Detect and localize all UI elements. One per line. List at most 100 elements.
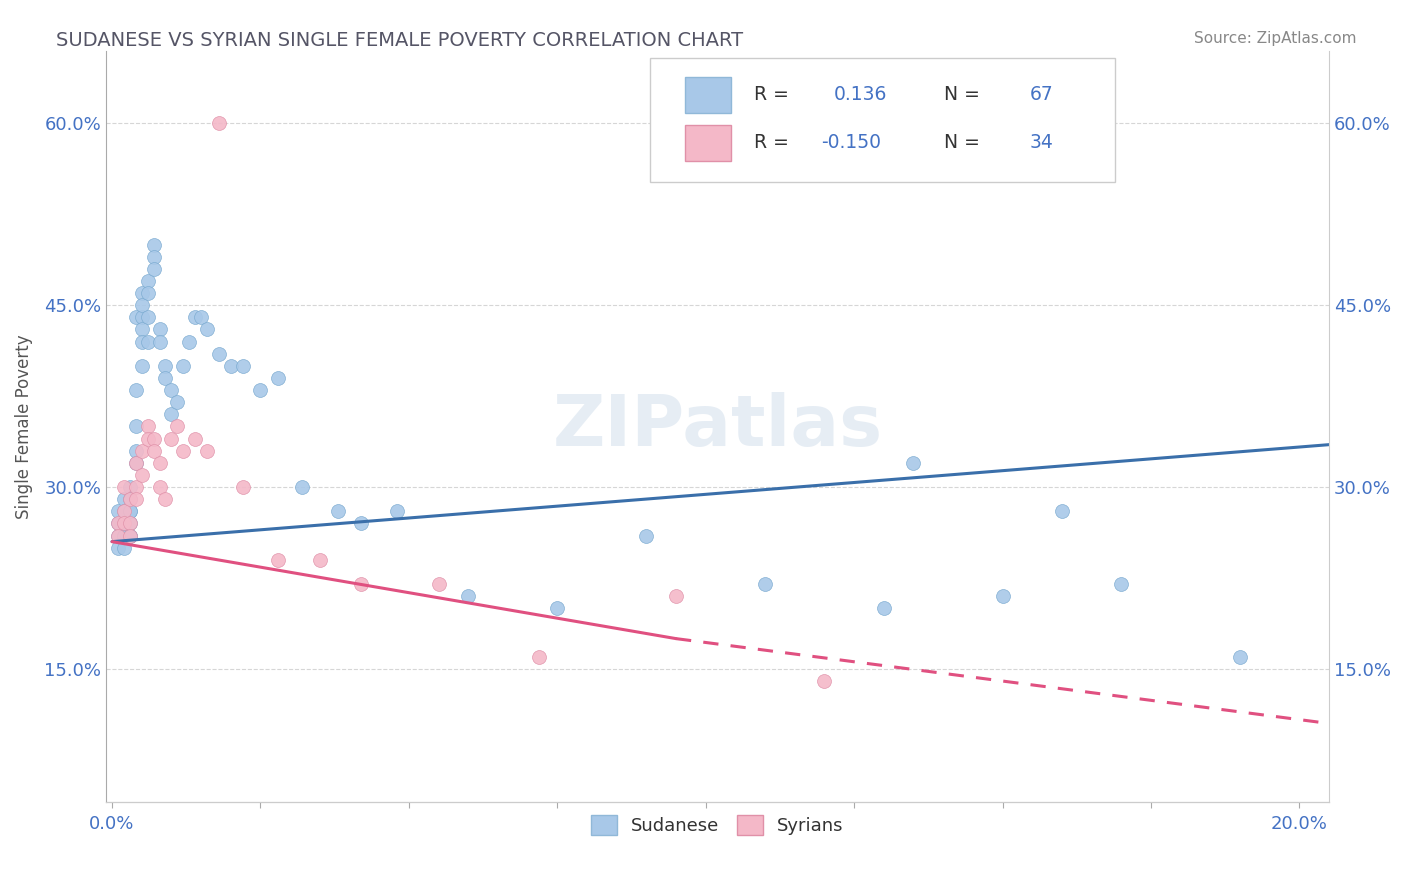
Point [118,528,141,542]
Point [326,504,349,518]
Point [107,528,129,542]
Point [195,443,218,458]
Point [155,492,177,507]
Point [148,334,170,349]
Point [160,432,183,446]
Point [112,504,135,518]
Point [118,528,141,542]
Point [112,541,135,555]
Point [125,443,148,458]
Point [142,443,165,458]
Bar [685,125,731,161]
Point [107,504,129,518]
Point [107,541,129,555]
Point [112,528,135,542]
Text: ZIPatlas: ZIPatlas [553,392,883,461]
Y-axis label: Single Female Poverty: Single Female Poverty [15,334,32,519]
Point [118,516,141,531]
Point [291,480,314,494]
Point [125,492,148,507]
Point [112,528,135,542]
FancyBboxPatch shape [651,58,1115,182]
Point [142,261,165,276]
Point [131,443,153,458]
Point [208,116,231,130]
Text: N =: N = [943,133,980,152]
Point [172,359,194,373]
Point [118,504,141,518]
Point [166,419,188,434]
Text: 34: 34 [1029,133,1053,152]
Point [118,480,141,494]
Text: N =: N = [943,85,980,103]
Point [131,334,153,349]
Point [112,492,135,507]
Point [131,322,153,336]
Point [136,334,159,349]
Point [350,577,373,591]
Point [142,237,165,252]
Point [136,310,159,325]
Point [125,419,148,434]
Point [457,589,479,603]
Text: SUDANESE VS SYRIAN SINGLE FEMALE POVERTY CORRELATION CHART: SUDANESE VS SYRIAN SINGLE FEMALE POVERTY… [56,31,744,50]
Point [125,480,148,494]
Point [136,286,159,301]
Point [107,516,129,531]
Point [155,371,177,385]
Point [118,504,141,518]
Point [873,601,896,615]
Point [308,553,330,567]
Point [155,359,177,373]
Point [118,492,141,507]
Point [184,432,207,446]
Point [195,322,218,336]
Point [267,371,290,385]
Point [142,432,165,446]
Point [1109,577,1132,591]
Point [118,516,141,531]
Point [125,456,148,470]
Text: Source: ZipAtlas.com: Source: ZipAtlas.com [1194,31,1357,46]
Point [107,528,129,542]
Point [136,432,159,446]
Point [148,322,170,336]
Point [112,516,135,531]
Point [125,383,148,397]
Point [112,516,135,531]
Point [148,480,170,494]
Point [385,504,408,518]
Point [184,310,207,325]
Point [118,528,141,542]
Point [112,504,135,518]
Point [136,419,159,434]
Point [754,577,776,591]
Point [350,516,373,531]
Point [232,480,254,494]
Point [125,456,148,470]
Point [232,359,254,373]
Point [131,286,153,301]
Point [142,250,165,264]
Point [991,589,1014,603]
Point [179,334,201,349]
Bar [685,77,731,113]
Text: 0.136: 0.136 [834,85,887,103]
Point [546,601,568,615]
Point [112,480,135,494]
Point [267,553,290,567]
Text: 67: 67 [1029,85,1053,103]
Text: -0.150: -0.150 [821,133,882,152]
Point [249,383,271,397]
Point [131,359,153,373]
Point [208,347,231,361]
Point [148,456,170,470]
Point [172,443,194,458]
Point [813,674,835,689]
Legend: Sudanese, Syrians: Sudanese, Syrians [581,805,855,846]
Point [131,298,153,312]
Text: R =: R = [754,133,789,152]
Point [190,310,212,325]
Point [107,516,129,531]
Text: R =: R = [754,85,789,103]
